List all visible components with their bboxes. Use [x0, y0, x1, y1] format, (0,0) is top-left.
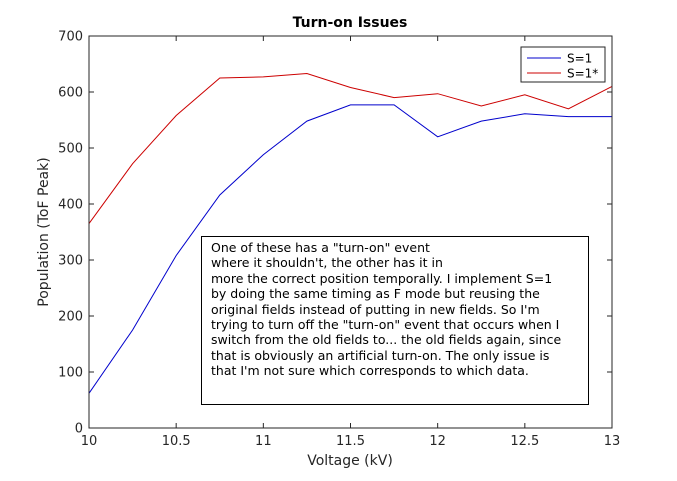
annotation-line: One of these has a "turn-on" event — [211, 240, 430, 255]
annotation-line: that is obviously an artificial turn-on.… — [211, 347, 550, 363]
series-layer — [88, 72, 613, 394]
y-tick-label: 100 — [58, 366, 83, 381]
y-tick-label: 500 — [58, 142, 83, 157]
chart-title: Turn-on Issues — [293, 15, 408, 31]
series-line-2 — [88, 72, 613, 224]
series-line-1 — [88, 104, 612, 394]
annotation-line: original fields instead of putting in ne… — [211, 301, 540, 317]
x-tick-label: 11 — [255, 434, 272, 449]
annotation-line: where it shouldn't, the other has it in — [211, 255, 443, 271]
x-tick-label: 11.5 — [336, 434, 365, 449]
annotation-line: switch from the old fields to... the old… — [211, 332, 562, 348]
x-tick-label: 10.5 — [162, 434, 191, 449]
legend-box — [520, 46, 606, 83]
annotation-line: that I'm not sure which corresponds to w… — [211, 363, 529, 379]
annotation-line: more the correct position temporally. I … — [211, 270, 553, 286]
legend-label: S=1 — [567, 52, 592, 66]
x-tick-label: 10 — [81, 434, 98, 449]
annotation-line: by doing the same timing as F mode but r… — [211, 286, 540, 302]
y-tick-label: 0 — [75, 422, 83, 437]
y-tick-label: 200 — [58, 310, 83, 325]
annotation-box: One of these has a "turn-on" event where … — [201, 236, 589, 405]
y-tick-label: 300 — [58, 254, 83, 269]
x-tick-label: 12 — [429, 434, 446, 449]
y-tick-label: 600 — [58, 86, 83, 101]
y-tick-label: 400 — [58, 198, 83, 213]
y-tick-label: 700 — [58, 30, 83, 45]
axes-layer: 10 10.5 11 11.5 12 12.5 13 0 100 200 300 400 500 600 7… — [58, 30, 620, 450]
x-axis-label: Voltage (kV) — [307, 453, 393, 469]
x-tick-label: 13 — [604, 434, 621, 449]
legend: S=1S=1* — [520, 46, 606, 83]
legend-label: S=1* — [567, 67, 598, 81]
x-tick-label: 12.5 — [510, 434, 539, 449]
annotation-line: trying to turn off the "turn-on" event t… — [211, 317, 560, 333]
y-axis-label: Population (ToF Peak) — [36, 157, 52, 306]
